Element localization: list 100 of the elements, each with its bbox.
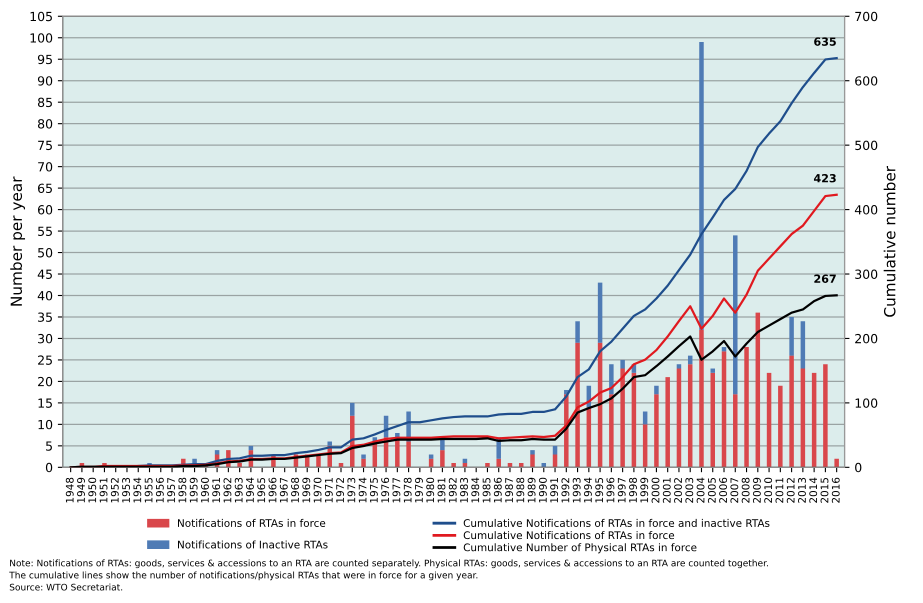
bar [552,446,558,454]
bar [462,458,468,464]
x-tick-label: 2009 [752,478,761,503]
bar [598,342,602,468]
x-tick-label: 2012 [786,478,795,503]
y-tick-label: 15 [38,398,52,408]
x-tick-label: 2002 [674,478,682,503]
x-tick-label: 1991 [550,478,558,502]
x-tick-label: 1995 [595,478,604,502]
bar [462,463,468,468]
bar [733,235,738,394]
x-tick-label: 2004 [696,478,705,503]
bar [451,463,456,468]
x-tick-label: 1968 [291,478,299,502]
bar [654,386,659,394]
y2-tick-label: 700 [855,12,878,22]
bar [575,321,580,343]
x-tick-label: 1999 [640,478,648,502]
y-tick-label: 55 [38,226,52,236]
x-tick-label: 1983 [460,478,468,502]
x-tick-label: 1966 [268,478,276,502]
x-tick-label: 1969 [302,478,310,502]
y-tick-label: 75 [38,140,52,150]
bar [676,364,682,369]
x-tick-label: 1967 [280,478,288,502]
y-tick-label: 20 [38,376,52,386]
bar [609,364,614,394]
bar [361,454,366,459]
bar [699,42,704,330]
bar [248,446,254,450]
x-tick-label: 1993 [572,478,581,502]
bar [620,360,625,369]
bar [496,458,501,468]
bar [609,394,614,468]
legend-label: Cumulative Notifications of RTAs in force [464,531,674,540]
x-tick-label: 1990 [538,478,547,502]
bar [327,442,332,446]
bar [542,463,546,468]
x-tick-label: 2006 [719,478,728,503]
x-tick-label: 1997 [618,478,626,502]
bar [710,368,715,373]
x-tick-label: 2013 [798,478,806,503]
bar [338,463,344,468]
x-tick-label: 1978 [404,478,412,502]
legend-label: Notifications of Inactive RTAs [178,540,328,549]
x-tick-label: 1950 [88,478,96,502]
x-tick-label: 1984 [471,478,480,502]
bar [350,402,355,416]
bar [428,458,434,468]
bar [530,454,535,468]
y2-tick-label: 400 [854,205,878,215]
y-tick-label: 70 [38,162,52,172]
x-tick-label: 1960 [200,478,209,502]
bar [642,424,648,468]
y2-tick-label: 600 [855,76,878,86]
bar [598,282,602,343]
source-note: Source: WTO Secretariat. [10,584,122,591]
x-tick-label: 1986 [494,478,502,502]
annotation: 423 [814,174,836,182]
bar [688,356,692,364]
y-tick-label: 65 [38,184,52,194]
bar [575,342,580,468]
bar [361,458,366,468]
bar [530,450,535,454]
bar [710,372,715,468]
legend-label: Cumulative Notifications of RTAs in force and inactive RTAs [464,518,770,527]
y-tick-label: 35 [38,312,52,322]
bar [214,450,220,454]
annotation: 267 [814,274,836,283]
x-tick-label: 1957 [167,478,176,502]
y-tick-label: 80 [38,119,52,129]
x-tick-label: 1996 [606,478,614,502]
bar [688,364,692,468]
y-tick-label: 45 [38,270,52,279]
bar [632,372,636,468]
y-tick-label: 100 [30,33,52,43]
x-tick-label: 1948 [66,478,74,502]
x-tick-label: 1962 [224,478,232,502]
x-tick-label: 1972 [336,478,344,502]
bar [834,458,839,468]
y-tick-label: 30 [38,334,52,344]
y-tick-label: 95 [38,54,52,64]
x-tick-label: 1963 [234,478,243,502]
legend-label: Cumulative Number of Physical RTAs in force [464,543,696,554]
x-tick-label: 1998 [629,478,637,502]
x-tick-label: 2001 [662,478,671,503]
bar [778,386,783,468]
text: The cumulative lines show the number of notifications/physical RTAs that were in force for a given year. [9,571,478,580]
y-tick-label: 85 [38,98,52,108]
x-tick-label: 1970 [314,478,322,502]
x-tick-label: 1965 [257,478,266,502]
y-tick-label: 10 [38,420,52,430]
y-axis-title: Number per year [10,176,26,306]
y-tick-label: 5 [46,441,52,451]
x-tick-label: 1976 [381,478,390,502]
y-tick-label: 60 [38,205,52,215]
annotation: 635 [814,37,836,46]
x-tick-label: 1959 [190,478,198,502]
x-tick-label: 2011 [775,478,784,503]
x-tick-label: 1964 [246,478,254,502]
